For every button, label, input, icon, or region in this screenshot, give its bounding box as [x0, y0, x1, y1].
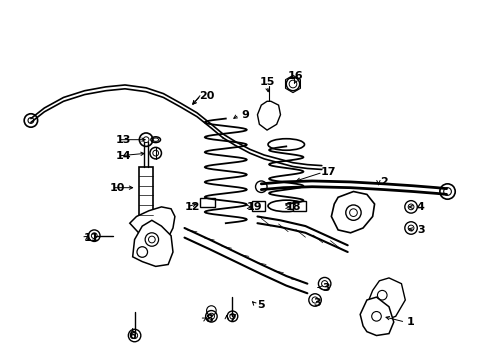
- Circle shape: [321, 280, 327, 287]
- Text: 7: 7: [228, 314, 236, 324]
- Circle shape: [311, 297, 318, 303]
- Text: 16: 16: [287, 71, 303, 81]
- Polygon shape: [257, 101, 280, 130]
- Text: 9: 9: [241, 110, 248, 120]
- FancyBboxPatch shape: [251, 201, 264, 211]
- Circle shape: [91, 233, 97, 239]
- Text: 19: 19: [246, 202, 262, 212]
- Text: 3: 3: [416, 225, 424, 235]
- Text: 3: 3: [312, 298, 320, 308]
- Text: 8: 8: [205, 314, 213, 324]
- Circle shape: [208, 313, 214, 319]
- Circle shape: [28, 118, 34, 123]
- Circle shape: [407, 225, 413, 231]
- Circle shape: [143, 137, 149, 143]
- Text: 6: 6: [128, 330, 136, 341]
- FancyBboxPatch shape: [139, 167, 153, 216]
- Polygon shape: [360, 297, 393, 336]
- FancyBboxPatch shape: [292, 201, 306, 211]
- Circle shape: [288, 80, 296, 88]
- Text: 4: 4: [416, 202, 424, 212]
- Circle shape: [443, 188, 450, 195]
- Text: 2: 2: [380, 177, 387, 187]
- Text: 11: 11: [83, 233, 99, 243]
- Text: 3: 3: [322, 283, 330, 293]
- Text: 17: 17: [320, 167, 336, 177]
- Polygon shape: [362, 278, 405, 326]
- Text: 18: 18: [285, 202, 300, 212]
- FancyBboxPatch shape: [200, 198, 215, 207]
- Polygon shape: [132, 220, 173, 266]
- Text: 13: 13: [115, 135, 130, 145]
- Text: 15: 15: [259, 77, 274, 87]
- Polygon shape: [331, 192, 374, 233]
- Circle shape: [229, 314, 235, 319]
- Text: 12: 12: [184, 202, 200, 212]
- Text: 14: 14: [115, 151, 131, 161]
- Circle shape: [131, 332, 137, 339]
- Text: 10: 10: [109, 183, 125, 193]
- Text: 1: 1: [407, 317, 414, 327]
- Text: 5: 5: [257, 300, 264, 310]
- Polygon shape: [129, 207, 175, 249]
- Text: 20: 20: [199, 90, 214, 100]
- Circle shape: [407, 204, 413, 210]
